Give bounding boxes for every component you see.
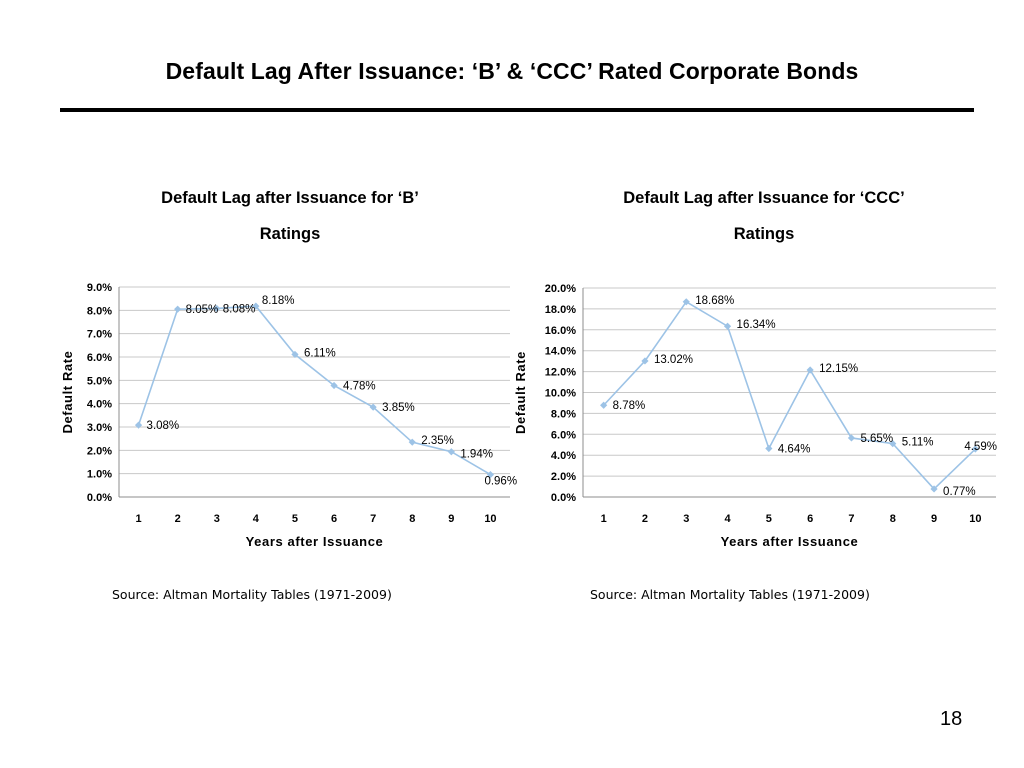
chart-ccc-y-tick-label: 16.0% <box>545 325 576 337</box>
chart-b-data-point <box>213 304 221 313</box>
chart-b-x-tick-label: 10 <box>484 513 496 525</box>
chart-ccc-x-tick-label: 7 <box>848 513 854 525</box>
chart-b-y-tick-label: 2.0% <box>87 445 112 457</box>
chart-b-data-point <box>447 448 455 456</box>
chart-b-x-axis-title: Years after Issuance <box>246 534 384 549</box>
chart-ccc-x-tick-label: 10 <box>969 513 981 525</box>
page-number: 18 <box>940 708 963 730</box>
chart-b-data-label: 0.96% <box>484 476 517 488</box>
chart-b-plot: 0.0% 1.0% 2.0% 3.0% 4.0% 5.0% 6.0% 7.0% 8.0% 9.0%… <box>60 282 517 549</box>
chart-ccc-y-tick-label: 14.0% <box>545 346 576 358</box>
chart-b-data-label: 8.05% <box>186 304 219 316</box>
chart-b-x-tick-label: 2 <box>175 513 181 525</box>
chart-ccc-data-label: 8.78% <box>613 400 646 412</box>
chart-b-data-label: 3.08% <box>147 420 180 432</box>
chart-b-x-tick-label: 4 <box>253 513 260 525</box>
chart-b-y-tick-label: 7.0% <box>87 329 112 341</box>
chart-b-data-point <box>134 421 143 429</box>
chart-b-title-line2: Ratings <box>259 225 321 243</box>
chart-ccc-data-label: 4.59% <box>964 441 997 453</box>
chart-ccc-y-tick-label: 0.0% <box>551 492 576 504</box>
chart-ccc-data-point <box>847 434 856 442</box>
chart-ccc-y-tick-label: 2.0% <box>551 471 576 483</box>
chart-ccc-data-label: 18.68% <box>695 295 734 307</box>
chart-ccc-x-tick-label: 1 <box>601 513 607 525</box>
chart-b-data-point <box>174 305 182 313</box>
chart-ccc-x-tick-label: 6 <box>807 513 813 525</box>
chart-ccc-x-tick-label: 8 <box>890 513 896 525</box>
chart-ccc-y-tick-label: 12.0% <box>545 367 576 379</box>
chart-b-x-tick-label: 8 <box>409 513 415 525</box>
chart-b-data-label: 1.94% <box>460 449 493 461</box>
chart-b-y-tick-label: 1.0% <box>87 469 112 481</box>
chart-b-data-label: 2.35% <box>421 435 454 447</box>
chart-ccc-y-tick-label: 4.0% <box>551 450 576 462</box>
chart-b-x-tick-label: 5 <box>292 513 298 525</box>
chart-b-x-tick-label: 6 <box>331 513 337 525</box>
chart-ccc-y-axis-title: Default Rate <box>513 351 528 434</box>
chart-ccc-source: Source: Altman Mortality Tables (1971-20… <box>590 587 870 602</box>
chart-ccc-x-tick-label: 9 <box>931 513 937 525</box>
chart-ccc-data-point <box>765 444 773 453</box>
chart-ccc-data-label: 0.77% <box>943 486 976 498</box>
chart-b-data-label: 8.18% <box>262 295 295 307</box>
chart-ccc-data-label: 13.02% <box>654 354 693 366</box>
chart-b-x-tick-label: 9 <box>448 513 454 525</box>
chart-ccc-y-tick-label: 20.0% <box>545 283 576 295</box>
chart-b-y-axis-title: Default Rate <box>60 350 75 433</box>
chart-ccc-y-tick-label: 6.0% <box>551 429 576 441</box>
chart-b-y-tick-label: 6.0% <box>87 352 112 364</box>
chart-ccc-x-tick-label: 4 <box>724 513 731 525</box>
chart-b-data-label: 3.85% <box>382 402 415 414</box>
chart-ccc-data-point <box>930 485 938 493</box>
chart-b-y-tick-label: 4.0% <box>87 399 112 411</box>
chart-b-y-tick-label: 9.0% <box>87 282 112 294</box>
slide-title: Default Lag After Issuance: ‘B’ & ‘CCC’ … <box>165 58 859 84</box>
chart-ccc-data-label: 12.15% <box>819 363 858 375</box>
chart-b-title-line1: Default Lag after Issuance for ‘B’ <box>161 189 419 207</box>
chart-ccc-y-tick-label: 8.0% <box>551 408 576 420</box>
chart-ccc-data-point <box>723 322 732 330</box>
chart-ccc-x-tick-label: 5 <box>766 513 772 525</box>
chart-ccc-title-line2: Ratings <box>733 225 795 243</box>
chart-b-data-point <box>330 381 338 390</box>
chart-ccc-x-axis-title: Years after Issuance <box>721 534 859 549</box>
chart-ccc-title-line1: Default Lag after Issuance for ‘CCC’ <box>623 189 905 207</box>
chart-ccc-title: Default Lag after Issuance for ‘CCC’ Rat… <box>544 180 984 252</box>
chart-b-series-line <box>137 305 491 476</box>
chart-b-x-tick-label: 7 <box>370 513 376 525</box>
chart-b-y-tick-label: 5.0% <box>87 375 112 387</box>
chart-ccc-plot: 0.0% 2.0% 4.0% 6.0% 8.0% 10.0% 12.0% 14.0% 16.0%… <box>513 283 997 549</box>
chart-b-data-label: 8.08% <box>223 303 256 315</box>
chart-b-y-tick-label: 3.0% <box>87 422 112 434</box>
chart-b-y-tick-label: 8.0% <box>87 305 112 317</box>
chart-b-source: Source: Altman Mortality Tables (1971-20… <box>112 587 392 602</box>
chart-b-x-tick-label: 1 <box>135 513 141 525</box>
chart-ccc-y-tick-label: 10.0% <box>545 388 576 400</box>
chart-b-x-tick-label: 3 <box>214 513 220 525</box>
chart-ccc-data-point <box>682 298 690 306</box>
chart-b-data-label: 4.78% <box>343 380 376 392</box>
title-divider <box>60 108 974 112</box>
chart-ccc-data-label: 5.11% <box>902 437 934 449</box>
chart-ccc-data-label: 16.34% <box>737 319 776 331</box>
chart-ccc-data-label: 5.65% <box>860 433 893 445</box>
chart-ccc-x-tick-label: 3 <box>683 513 689 525</box>
chart-ccc-x-tick-label: 2 <box>642 513 648 525</box>
chart-b-title: Default Lag after Issuance for ‘B’ Ratin… <box>70 180 510 252</box>
chart-b-data-label: 6.11% <box>304 347 336 359</box>
chart-ccc-y-tick-label: 18.0% <box>545 304 576 316</box>
chart-ccc-series-line <box>603 300 976 491</box>
chart-b-data-point <box>369 403 377 411</box>
chart-ccc-data-point <box>806 366 814 374</box>
chart-b-y-tick-label: 0.0% <box>87 492 112 504</box>
chart-ccc-data-label: 4.64% <box>778 444 811 456</box>
